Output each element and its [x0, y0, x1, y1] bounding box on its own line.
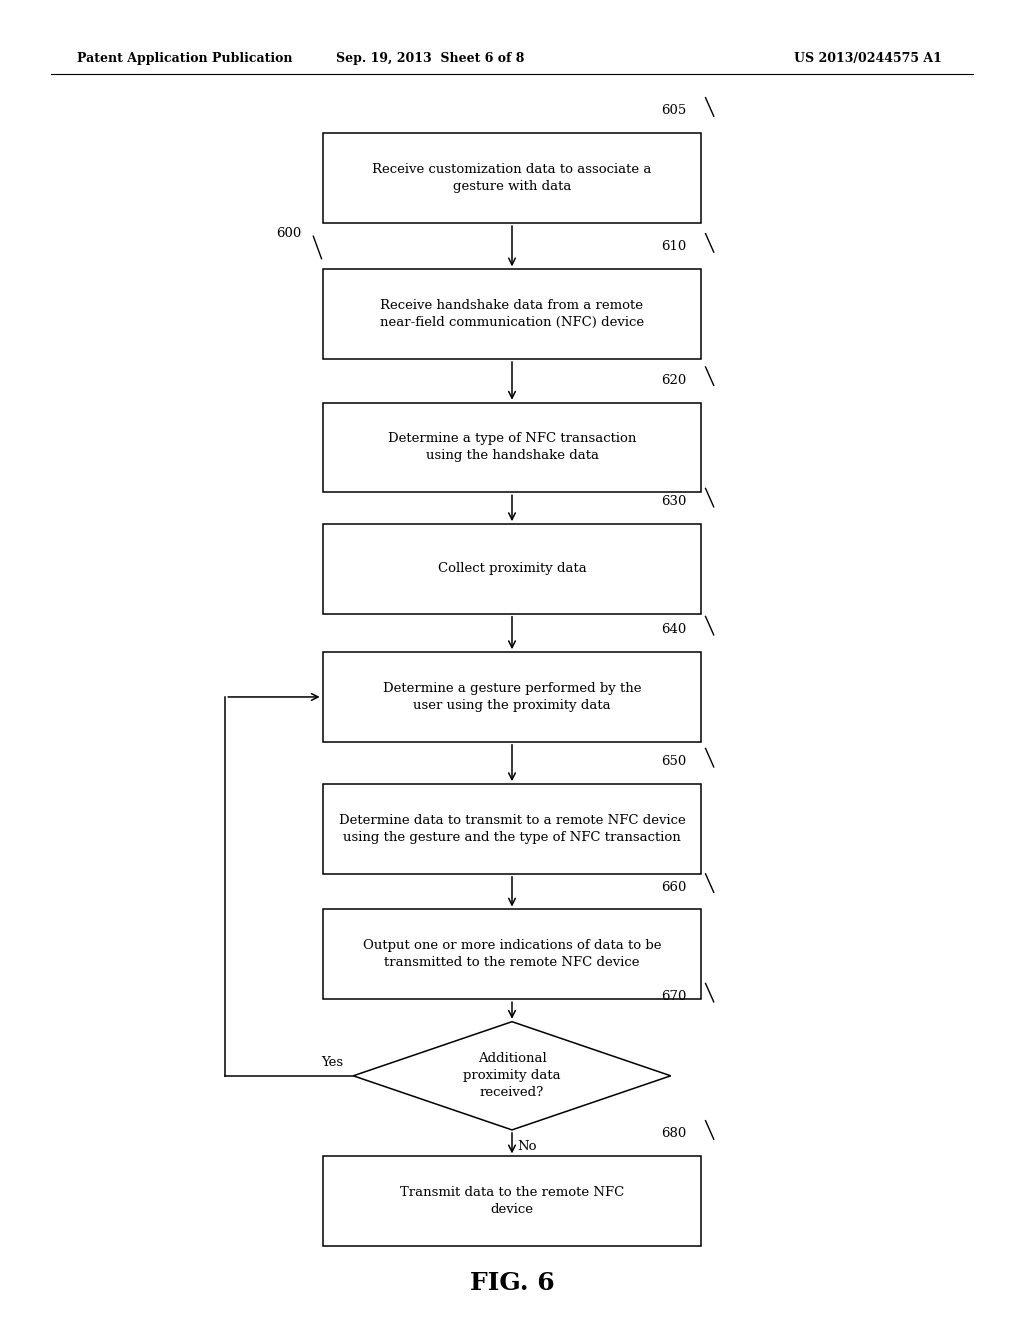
Text: FIG. 6: FIG. 6: [470, 1271, 554, 1295]
Text: Receive handshake data from a remote
near-field communication (NFC) device: Receive handshake data from a remote nea…: [380, 300, 644, 329]
Bar: [323, 133, 701, 223]
Bar: [323, 652, 701, 742]
Text: 610: 610: [662, 240, 687, 253]
Bar: [323, 909, 701, 999]
Text: Yes: Yes: [321, 1056, 343, 1069]
Text: 630: 630: [662, 495, 687, 508]
Text: 600: 600: [276, 227, 302, 240]
Text: Determine a type of NFC transaction
using the handshake data: Determine a type of NFC transaction usin…: [388, 433, 636, 462]
Text: US 2013/0244575 A1: US 2013/0244575 A1: [795, 51, 942, 65]
Text: Receive customization data to associate a
gesture with data: Receive customization data to associate …: [373, 164, 651, 193]
Polygon shape: [353, 1022, 671, 1130]
Text: 650: 650: [662, 755, 687, 768]
Text: Collect proximity data: Collect proximity data: [437, 562, 587, 576]
Text: 640: 640: [662, 623, 687, 636]
Text: 605: 605: [662, 104, 687, 117]
Text: Transmit data to the remote NFC
device: Transmit data to the remote NFC device: [400, 1187, 624, 1216]
Text: 670: 670: [662, 990, 687, 1003]
Bar: [323, 524, 701, 614]
Bar: [323, 1156, 701, 1246]
Text: Patent Application Publication: Patent Application Publication: [77, 51, 292, 65]
Bar: [323, 403, 701, 492]
Text: Sep. 19, 2013  Sheet 6 of 8: Sep. 19, 2013 Sheet 6 of 8: [336, 51, 524, 65]
Text: Determine data to transmit to a remote NFC device
using the gesture and the type: Determine data to transmit to a remote N…: [339, 814, 685, 843]
Text: Determine a gesture performed by the
user using the proximity data: Determine a gesture performed by the use…: [383, 682, 641, 711]
Bar: [323, 784, 701, 874]
Bar: [323, 269, 701, 359]
Text: 660: 660: [662, 880, 687, 894]
Text: Output one or more indications of data to be
transmitted to the remote NFC devic: Output one or more indications of data t…: [362, 940, 662, 969]
Text: 680: 680: [662, 1127, 687, 1140]
Text: No: No: [517, 1140, 538, 1154]
Text: Additional
proximity data
received?: Additional proximity data received?: [463, 1052, 561, 1100]
Text: 620: 620: [662, 374, 687, 387]
